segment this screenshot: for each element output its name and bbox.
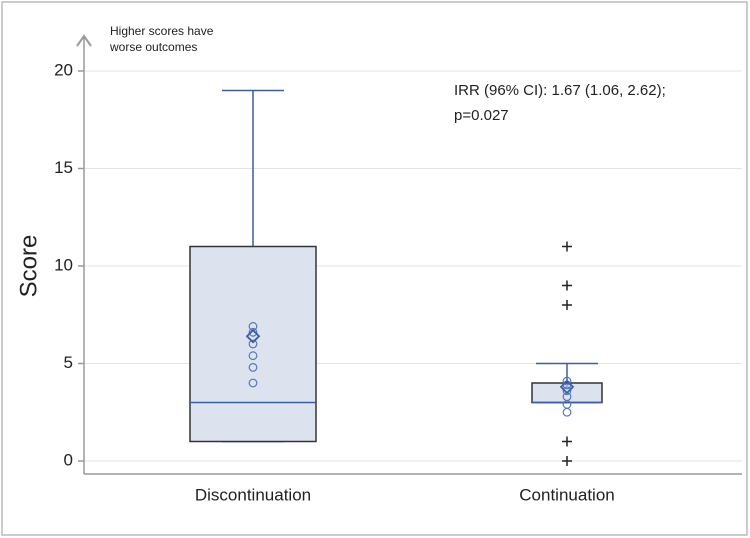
- axis-arrow: [76, 34, 92, 47]
- y-tick-label: 20: [54, 60, 73, 79]
- point: [562, 386, 572, 396]
- point: [248, 363, 258, 372]
- y-axis-label: Score: [15, 235, 42, 298]
- y-tick-label: 0: [64, 450, 73, 469]
- stat-text: IRR (96% CI): 1.67 (1.06, 2.62);: [454, 82, 666, 99]
- outlier: [562, 300, 572, 310]
- point: [248, 327, 258, 337]
- y-tick-label: 5: [64, 353, 73, 372]
- point: [562, 376, 572, 386]
- outlier: [562, 280, 572, 291]
- mean-marker: [559, 379, 575, 395]
- x-tick-label: Discontinuation: [195, 485, 311, 504]
- mean-marker: [245, 328, 261, 344]
- annotation: Higher scores have: [110, 24, 214, 38]
- box: [189, 245, 317, 443]
- outlier: [562, 241, 572, 252]
- annotation: worse outcomes: [109, 40, 197, 54]
- x-tick-label: Continuation: [519, 485, 614, 504]
- stat-text: p=0.027: [454, 107, 509, 124]
- outlier: [562, 456, 572, 466]
- point: [562, 407, 572, 417]
- point: [248, 378, 258, 388]
- point: [248, 351, 258, 361]
- y-tick-label: 10: [54, 255, 73, 274]
- point: [248, 339, 258, 349]
- y-tick-label: 15: [54, 158, 73, 177]
- outlier: [562, 436, 572, 447]
